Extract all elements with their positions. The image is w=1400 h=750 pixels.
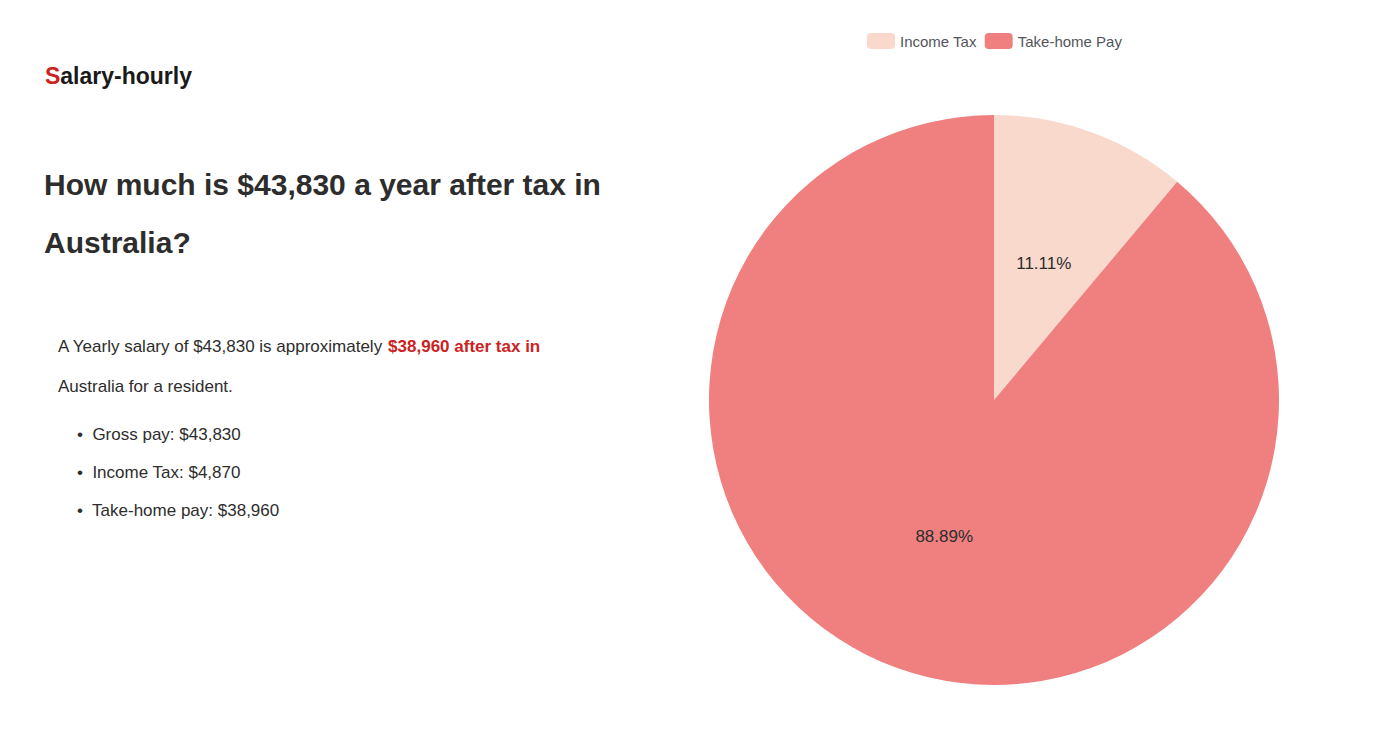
svg-text:Take-home Pay: Take-home Pay <box>1018 33 1123 50</box>
svg-text:How much is $43,830 a year aft: How much is $43,830 a year after tax in <box>44 168 601 201</box>
svg-text:• Take-home pay: $38,960: • Take-home pay: $38,960 <box>77 501 279 520</box>
svg-text:Australia?: Australia? <box>44 226 191 259</box>
svg-text:88.89%: 88.89% <box>915 527 973 546</box>
svg-text:• Gross pay: $43,830: • Gross pay: $43,830 <box>77 425 241 444</box>
svg-text:Income Tax: Income Tax <box>900 33 977 50</box>
svg-text:Australia for a resident.: Australia for a resident. <box>58 377 233 396</box>
svg-text:A Yearly salary of $43,830 is: A Yearly salary of $43,830 is approximat… <box>58 337 387 356</box>
svg-text:alary-hourly: alary-hourly <box>60 63 192 89</box>
svg-text:• Income Tax: $4,870: • Income Tax: $4,870 <box>77 463 240 482</box>
svg-text:S: S <box>45 63 60 89</box>
svg-text:11.11%: 11.11% <box>1016 254 1071 273</box>
svg-text:$38,960 after tax in: $38,960 after tax in <box>388 337 540 356</box>
